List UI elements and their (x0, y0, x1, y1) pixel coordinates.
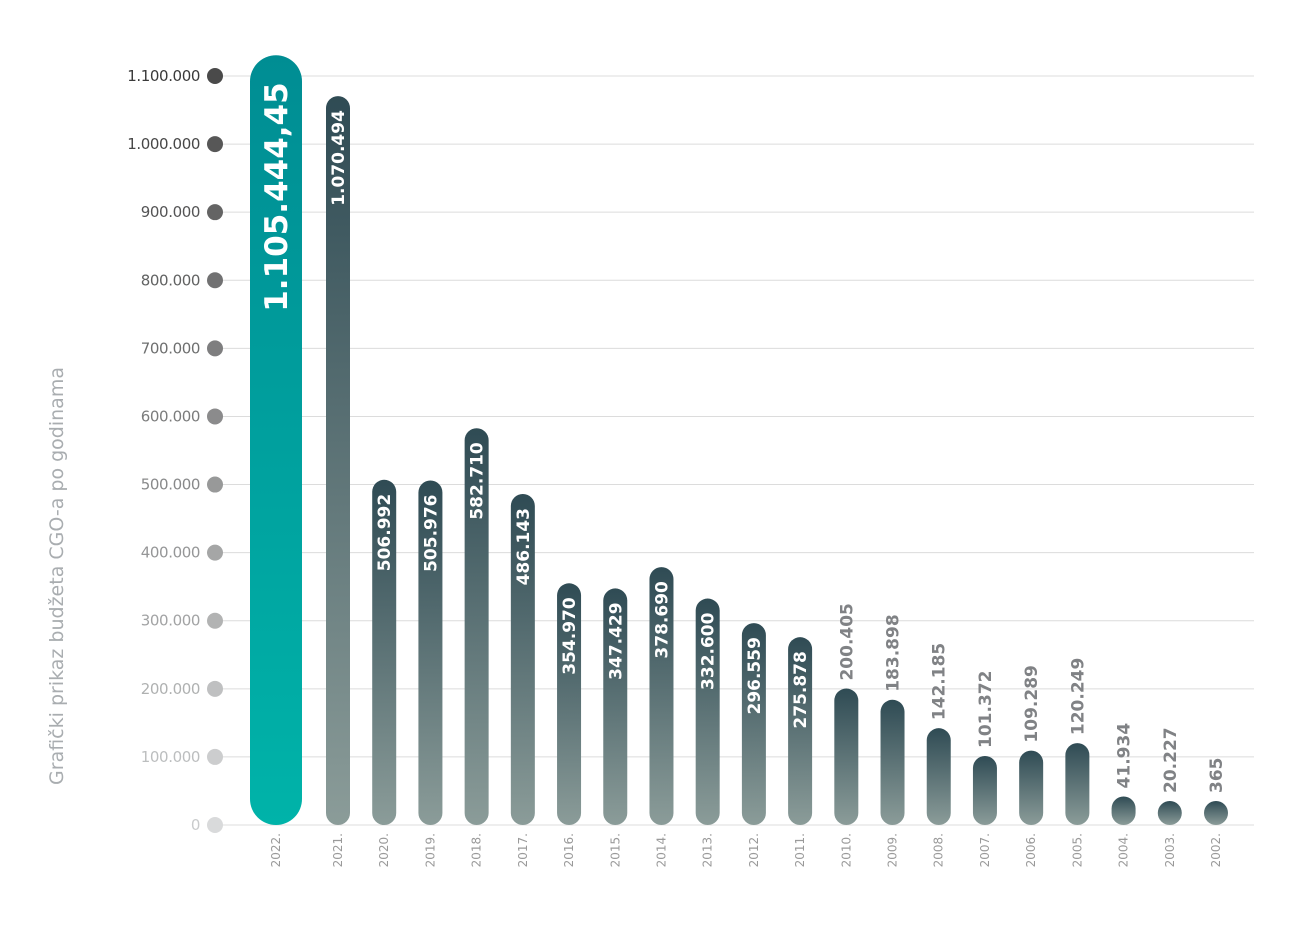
x-tick-label: 2005. (1070, 833, 1084, 867)
bar-2006 (1019, 750, 1044, 825)
value-label: 20.227 (1161, 727, 1181, 793)
bar-2018 (464, 428, 489, 825)
x-tick-label: 2004. (1117, 833, 1131, 867)
y-tick-label: 300.000 (141, 612, 200, 630)
y-tick-dot (207, 68, 223, 84)
x-tick-label: 2017. (516, 833, 530, 867)
x-tick-label: 2015. (608, 833, 622, 867)
y-tick-label: 600.000 (141, 407, 200, 425)
bar-2015 (603, 588, 628, 825)
y-tick-dot (207, 748, 223, 765)
y-tick-label: 800.000 (141, 271, 200, 289)
y-tick-dot (207, 136, 223, 153)
value-label: 1.070.494 (329, 110, 349, 206)
bar-2002 (1204, 801, 1228, 825)
bar-2013 (695, 598, 720, 825)
bar-2017 (510, 493, 535, 825)
y-tick-label: 200.000 (141, 680, 200, 698)
y-tick-dot (207, 544, 223, 561)
value-label: 378.690 (652, 581, 672, 659)
value-label: 296.559 (745, 637, 765, 714)
x-tick-label: 2008. (932, 833, 946, 867)
bar-2009 (880, 699, 905, 825)
bar-2020 (372, 479, 397, 825)
bar-2003 (1157, 801, 1182, 825)
y-tick-label: 100.000 (141, 748, 200, 766)
y-tick-dot (207, 408, 223, 425)
value-label: 275.878 (791, 651, 811, 728)
y-tick-dot (207, 680, 223, 697)
y-tick-dot (207, 817, 223, 833)
value-label: 109.289 (1022, 665, 1042, 742)
bar-2022 (250, 55, 302, 825)
value-label: 354.970 (560, 597, 580, 675)
value-label: 1.105.444,45 (259, 82, 295, 311)
value-label: 120.249 (1068, 658, 1088, 735)
x-tick-label: 2021. (331, 833, 345, 867)
bars: 1.105.444,45 1.070.494 506.992 505.976 582.7… (250, 55, 1228, 826)
bar-2014 (649, 567, 674, 825)
x-tick-label: 2018. (470, 833, 484, 867)
bar-2005 (1065, 743, 1090, 825)
x-tick-label: 2016. (562, 833, 576, 867)
x-tick-label: 2003. (1163, 833, 1177, 867)
x-tick-label: 2010. (839, 833, 853, 867)
value-label: 41.934 (1115, 723, 1135, 789)
value-label: 142.185 (930, 643, 950, 720)
value-label: 506.992 (375, 494, 395, 571)
bar-2016 (557, 583, 582, 825)
y-tick-label: 1.100.000 (127, 67, 200, 85)
bar-2012 (741, 623, 766, 825)
y-tick-dot (207, 476, 223, 493)
x-tick-label: 2022. (269, 833, 283, 867)
x-tick-label: 2019. (423, 833, 437, 867)
bar-2010 (834, 688, 859, 825)
bar-2008 (926, 728, 951, 825)
bar-2011 (788, 637, 813, 825)
value-label: 183.898 (884, 614, 904, 691)
bar-2021 (326, 96, 350, 826)
value-label: 332.600 (699, 612, 719, 690)
y-tick-dot (207, 612, 223, 629)
value-label: 101.372 (976, 671, 996, 748)
x-tick-label: 2007. (978, 833, 992, 867)
y-tick-label: 700.000 (141, 339, 200, 357)
bar-2004 (1111, 796, 1136, 825)
y-tick-label: 400.000 (141, 544, 200, 562)
value-label: 505.976 (421, 494, 441, 571)
value-label: 582.710 (468, 442, 488, 520)
x-tick-label: 2012. (747, 833, 761, 867)
x-tick-label: 2011. (793, 833, 807, 867)
x-tick-label: 2002. (1209, 833, 1223, 867)
x-tick-label: 2013. (701, 833, 715, 867)
y-tick-dot (207, 340, 223, 357)
x-tick-label: 2009. (886, 833, 900, 867)
y-tick-label: 0 (191, 816, 200, 834)
x-tick-label: 2014. (654, 833, 668, 867)
x-tick-label: 2020. (377, 833, 391, 867)
value-label: 200.405 (837, 603, 857, 680)
value-label: 365 (1207, 758, 1227, 794)
bar-2019 (418, 480, 443, 825)
value-label: 347.429 (606, 602, 626, 679)
x-tick-label: 2006. (1024, 833, 1038, 867)
bar-2007 (972, 755, 997, 825)
y-tick-label: 500.000 (141, 476, 200, 494)
y-tick-label: 1.000.000 (127, 135, 200, 153)
y-axis-title: Grafički prikaz budžeta CGO-a po godinam… (46, 367, 68, 785)
y-tick-dot (207, 204, 223, 221)
y-tick-dot (207, 272, 223, 289)
y-tick-label: 900.000 (141, 203, 200, 221)
x-axis: 2022. 2021. 2020. 2019. 2018. 2017. 2016. 2015.… (269, 833, 1223, 867)
y-axis: 0 100.000 200.000 300.000 400.000 500.000 600.… (127, 67, 223, 834)
value-label: 486.143 (514, 508, 534, 585)
